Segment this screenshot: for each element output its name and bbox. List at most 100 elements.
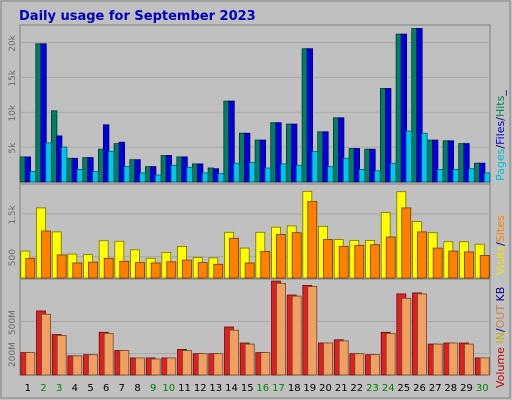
hits-files-bar: [243, 132, 251, 183]
volume-out-bar: [432, 343, 443, 376]
hits-pages-bar: [452, 168, 460, 183]
x-axis-day-label: 14: [225, 383, 238, 394]
hits-pages-bar: [92, 171, 99, 183]
hits-pages-bar: [29, 171, 37, 183]
x-axis-day-label: 24: [382, 383, 395, 394]
visits-sites-bar: [432, 247, 443, 279]
visits-y-tick-label: 1.5k: [8, 204, 18, 224]
x-axis-day-label: 26: [413, 383, 426, 394]
volume-out-bar: [56, 335, 67, 376]
hits-files-bar: [416, 28, 423, 183]
x-axis-day-label: 7: [119, 383, 125, 394]
x-axis-day-label: 18: [288, 383, 301, 394]
visits-sites-bar: [197, 262, 208, 279]
hits-pages-bar: [436, 168, 444, 183]
hits-files-bar: [40, 43, 47, 183]
visits-visits-bar: [114, 240, 125, 279]
x-axis-day-label: 11: [178, 383, 191, 394]
x-axis-day-label: 28: [444, 383, 457, 394]
visits-sites-bar: [103, 257, 114, 279]
volume-out-bar: [135, 357, 145, 376]
volume-out-bar: [385, 332, 396, 376]
hits-pages-bar: [76, 168, 83, 183]
volume-legend: Volume IN/OUT KB: [494, 287, 507, 388]
visits-sites-bar: [479, 254, 490, 279]
hits-files-bar: [369, 148, 376, 183]
x-axis-day-label: 10: [162, 383, 175, 394]
x-axis-day-label: 8: [134, 383, 140, 394]
volume-out-bar: [338, 340, 349, 376]
visits-sites-bar: [41, 230, 51, 279]
hits-files-bar: [134, 159, 141, 183]
volume-out-bar: [103, 332, 114, 376]
volume-out-bar: [197, 353, 208, 376]
volume-out-bar: [291, 295, 302, 376]
bars-layer: [19, 28, 491, 376]
hits-legend-item-1: /: [494, 145, 507, 149]
visits-sites-bar: [72, 262, 83, 279]
visits-sites-bar: [119, 260, 130, 279]
x-axis-day-label: 30: [476, 383, 489, 394]
visits-sites-bar: [276, 233, 286, 279]
volume-out-bar: [276, 282, 286, 376]
hits-pages-bar: [405, 130, 413, 183]
x-axis-day-label: 25: [397, 383, 410, 394]
hits-pages-bar: [342, 157, 350, 183]
volume-out-bar: [354, 353, 365, 376]
visits-sites-bar: [464, 251, 474, 279]
x-axis-day-label: 21: [335, 383, 348, 394]
volume-out-bar: [370, 354, 380, 376]
hits-y-tick-label: 10k: [8, 104, 18, 121]
hits-pages-bar: [186, 166, 193, 183]
volume-y-tick-label: 500M: [8, 310, 18, 335]
visits-sites-bar: [244, 262, 255, 279]
hits-pages-bar: [389, 162, 397, 183]
hits-y-tick-label: 20k: [8, 34, 18, 51]
visits-legend-item-1: /: [494, 242, 507, 246]
visits-sites-bar: [150, 262, 161, 279]
hits-files-bar: [149, 166, 157, 183]
x-axis-day-label: 12: [194, 383, 207, 394]
volume-out-bar: [244, 343, 255, 376]
x-axis-day-label: 13: [209, 383, 222, 394]
visits-sites-bar: [370, 244, 380, 279]
x-axis-day-label: 16: [256, 383, 269, 394]
hits-files-bar: [384, 88, 392, 183]
volume-out-bar: [182, 350, 192, 376]
x-axis-day-label: 9: [150, 383, 156, 394]
hits-pages-bar: [123, 166, 130, 183]
hits-files-bar: [275, 122, 282, 183]
volume-legend-item-6: KB: [494, 287, 507, 302]
visits-sites-bar: [338, 245, 349, 279]
hits-pages-bar: [201, 172, 209, 183]
hits-legend-item-5: _: [494, 90, 507, 97]
visits-sites-bar: [229, 237, 239, 279]
volume-out-bar: [72, 355, 83, 376]
hits-legend-item-4: Hits: [494, 95, 507, 117]
visits-sites-bar: [354, 245, 365, 279]
volume-legend-item-0: Volume: [494, 347, 507, 388]
volume-panel: Volume IN/OUT KB: [19, 278, 507, 388]
x-axis-day-label: 3: [56, 383, 62, 394]
hits-pages-bar: [139, 172, 146, 183]
hits-y-tick-label: 15k: [8, 69, 18, 86]
hits-pages-bar: [280, 163, 287, 183]
visits-sites-bar: [323, 239, 333, 279]
hits-pages-bar: [358, 168, 366, 183]
x-axis-day-label: 4: [72, 383, 78, 394]
hits-files-bar: [447, 140, 455, 183]
hits-legend: Pages/Files/Hits_: [494, 90, 507, 181]
visits-sites-bar: [385, 236, 396, 279]
x-axis-day-label: 5: [87, 383, 93, 394]
volume-out-bar: [307, 286, 318, 376]
hits-files-bar: [290, 123, 298, 183]
hits-pages-bar: [248, 162, 256, 183]
volume-legend-item-2: IN: [494, 332, 507, 343]
volume-out-bar: [323, 342, 333, 376]
hits-files-bar: [337, 117, 345, 183]
visits-sites-bar: [56, 254, 67, 279]
volume-out-bar: [119, 350, 130, 376]
